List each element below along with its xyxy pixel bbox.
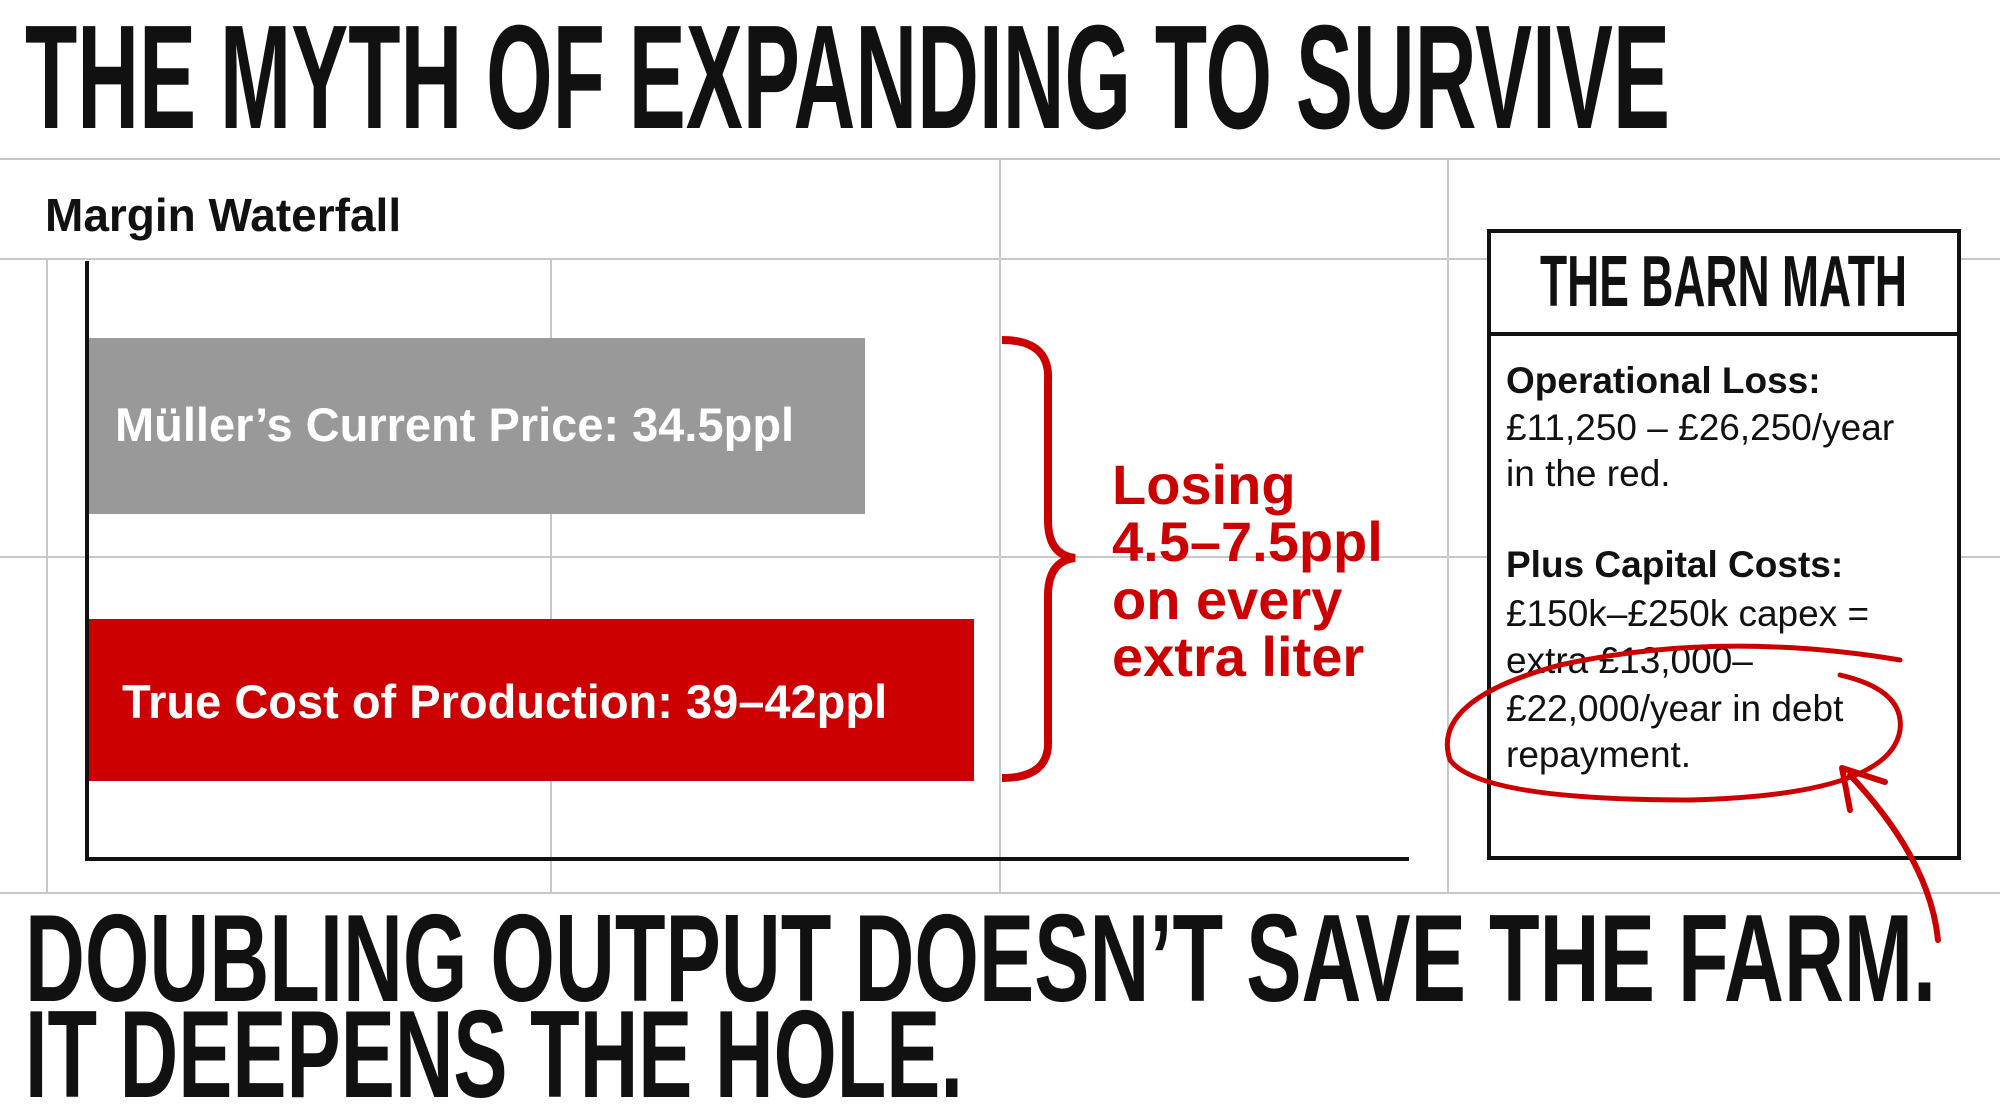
annotation-line: Losing	[1112, 453, 1296, 516]
bar	[89, 619, 974, 781]
panel-title: Margin Waterfall	[45, 189, 401, 241]
bar	[89, 338, 865, 514]
box-title: THE BARN MATH	[1540, 242, 1907, 322]
annotation-line: extra liter	[1112, 625, 1364, 688]
section-line: in the red.	[1506, 453, 1671, 494]
brace	[1001, 336, 1076, 782]
section-line: £22,000/year in debt	[1506, 688, 1844, 729]
bar-label: Müller’s Current Price: 34.5ppl	[115, 398, 794, 451]
section-line: repayment.	[1506, 734, 1691, 775]
footer-line: DOUBLING OUTPUT DOESN’T SAVE THE FARM.	[25, 890, 1936, 1028]
footer-line: IT DEEPENS THE HOLE.	[25, 986, 963, 1116]
annotation: Losing 4.5–7.5ppl on every extra liter	[1112, 453, 1383, 688]
section-line: £150k–£250k capex =	[1506, 593, 1869, 634]
annotation-line: 4.5–7.5ppl	[1112, 510, 1383, 573]
annotation-line: on every	[1112, 568, 1342, 631]
bar-label: True Cost of Production: 39–42ppl	[122, 675, 887, 728]
section-line: £11,250 – £26,250/year	[1506, 407, 1894, 448]
arrow-head	[1839, 765, 1888, 813]
title: THE MYTH OF EXPANDING TO SURVIVE	[25, 0, 1670, 160]
box-body: Operational Loss: £11,250 – £26,250/year…	[1506, 360, 1894, 775]
arrow	[1847, 772, 1941, 943]
section-heading: Operational Loss:	[1506, 360, 1821, 401]
highlight-circle	[1444, 643, 1903, 803]
grid	[0, 158, 2000, 894]
section-heading: Plus Capital Costs:	[1506, 544, 1843, 585]
